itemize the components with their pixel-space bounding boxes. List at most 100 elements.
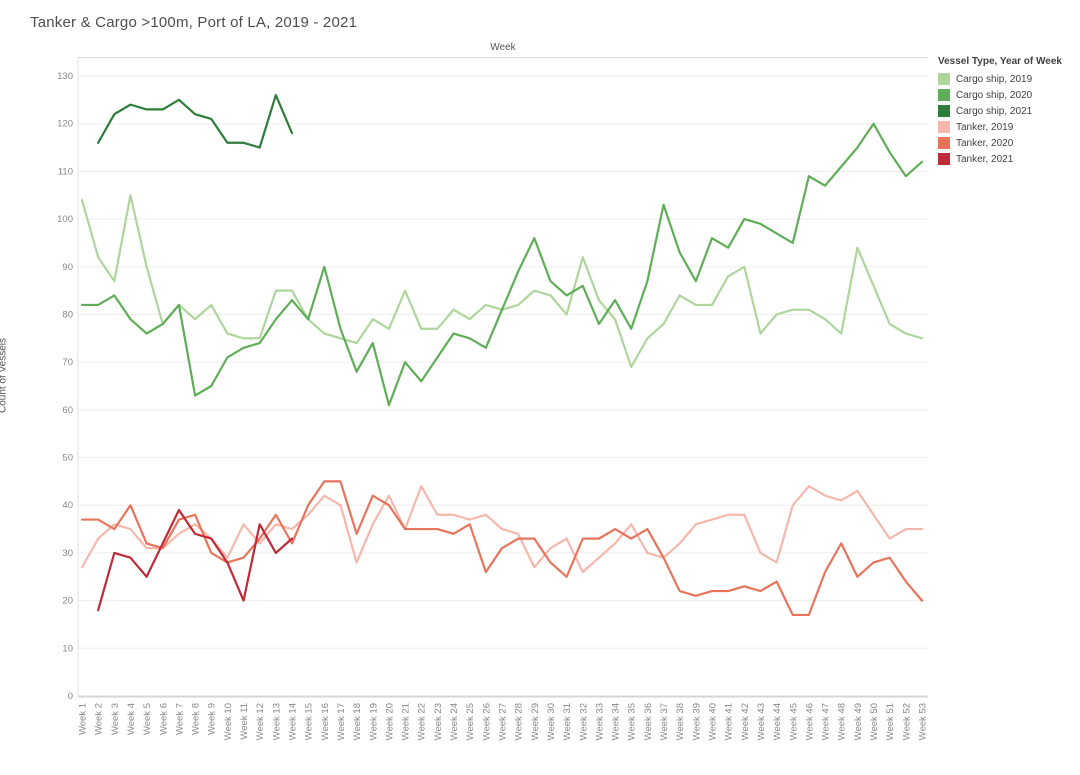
x-tick-label: Week 36 xyxy=(643,703,654,740)
y-tick-label: 30 xyxy=(62,548,73,559)
legend-item-tanker-2019[interactable]: Tanker, 2019 xyxy=(938,119,1078,135)
x-tick-label: Week 32 xyxy=(578,703,589,740)
x-tick-label: Week 50 xyxy=(869,703,880,740)
x-tick-label: Week 6 xyxy=(158,703,169,735)
legend-swatch-icon xyxy=(938,73,950,85)
x-tick-label: Week 52 xyxy=(901,703,912,740)
y-tick-label: 100 xyxy=(57,214,73,225)
x-tick-label: Week 12 xyxy=(255,703,266,740)
x-tick-label: Week 3 xyxy=(110,703,121,735)
x-tick-label: Week 48 xyxy=(837,703,848,740)
x-tick-label: Week 30 xyxy=(546,703,557,740)
x-tick-label: Week 51 xyxy=(885,703,896,740)
legend-swatch-icon xyxy=(938,89,950,101)
y-tick-label: 120 xyxy=(57,119,73,130)
y-tick-label: 20 xyxy=(62,596,73,607)
series-line-cargo-ship-2019[interactable] xyxy=(80,194,924,369)
y-tick-label: 70 xyxy=(62,357,73,368)
legend-item-label: Cargo ship, 2020 xyxy=(956,89,1033,101)
legend-item-label: Cargo ship, 2021 xyxy=(956,105,1033,117)
chart-title: Tanker & Cargo >100m, Port of LA, 2019 -… xyxy=(30,14,358,31)
x-tick-label: Week 43 xyxy=(756,703,767,740)
legend-item-label: Tanker, 2019 xyxy=(956,121,1014,133)
x-tick-label: Week 25 xyxy=(465,703,476,740)
x-tick-label: Week 21 xyxy=(401,703,412,740)
x-tick-label: Week 49 xyxy=(853,703,864,740)
x-tick-label: Week 7 xyxy=(174,703,185,735)
x-tick-label: Week 14 xyxy=(287,703,298,740)
legend-item-cargo-ship-2020[interactable]: Cargo ship, 2020 xyxy=(938,87,1078,103)
x-tick-label: Week 15 xyxy=(304,703,315,740)
x-tick-label: Week 5 xyxy=(142,703,153,735)
series-line-tanker-2019[interactable] xyxy=(80,485,924,574)
series-line-cargo-ship-2021[interactable] xyxy=(97,93,294,149)
x-tick-label: Week 17 xyxy=(336,703,347,740)
series-line-tanker-2020[interactable] xyxy=(80,480,924,617)
y-tick-label: 60 xyxy=(62,405,73,416)
x-tick-label: Week 23 xyxy=(433,703,444,740)
x-tick-label: Week 41 xyxy=(724,703,735,740)
legend-item-label: Cargo ship, 2019 xyxy=(956,73,1033,85)
legend-item-label: Tanker, 2020 xyxy=(956,137,1014,149)
x-tick-label: Week 27 xyxy=(497,703,508,740)
gridlines xyxy=(77,57,928,698)
x-tick-label: Week 8 xyxy=(191,703,202,735)
y-tick-label: 80 xyxy=(62,309,73,320)
legend-swatch-icon xyxy=(938,137,950,149)
x-tick-label: Week 2 xyxy=(94,703,105,735)
x-tick-label: Week 10 xyxy=(223,703,234,740)
y-tick-label: 110 xyxy=(58,166,73,177)
y-tick-label: 40 xyxy=(62,500,73,511)
x-tick-label: Week 16 xyxy=(320,703,331,740)
y-tick-label: 90 xyxy=(62,262,73,273)
x-tick-label: Week 46 xyxy=(804,703,815,740)
x-tick-label: Week 4 xyxy=(126,703,137,735)
x-tick-label: Week 26 xyxy=(481,703,492,740)
y-tick-label: 130 xyxy=(57,71,73,82)
x-tick-label: Week 44 xyxy=(772,703,783,740)
x-tick-label: Week 11 xyxy=(239,703,250,740)
legend-item-label: Tanker, 2021 xyxy=(956,153,1014,165)
x-tick-label: Week 53 xyxy=(917,703,928,740)
x-tick-label: Week 13 xyxy=(271,703,282,740)
legend-item-tanker-2021[interactable]: Tanker, 2021 xyxy=(938,151,1078,167)
line-series xyxy=(80,93,924,617)
y-tick-label: 10 xyxy=(62,643,73,654)
x-tick-label: Week 9 xyxy=(207,703,218,735)
x-tick-label: Week 28 xyxy=(514,703,525,740)
x-tick-label: Week 38 xyxy=(675,703,686,740)
y-tick-label: 50 xyxy=(62,453,73,464)
legend-item-cargo-ship-2019[interactable]: Cargo ship, 2019 xyxy=(938,71,1078,87)
legend-swatch-icon xyxy=(938,121,950,133)
x-tick-label: Week 20 xyxy=(384,703,395,740)
x-tick-label: Week 18 xyxy=(352,703,363,740)
legend-title: Vessel Type, Year of Week xyxy=(938,56,1062,67)
x-tick-label: Week 29 xyxy=(530,703,541,740)
series-line-cargo-ship-2020[interactable] xyxy=(80,122,924,407)
x-tick-label: Week 22 xyxy=(417,703,428,740)
x-tick-label: Week 31 xyxy=(562,703,573,740)
x-tick-label: Week 42 xyxy=(740,703,751,740)
axis-tick-labels: 0 10 20 30 40 50 60 70 80 90 100 110 120 130 Week 1 Wee… xyxy=(57,71,928,740)
x-tick-label: Week 1 xyxy=(78,703,89,735)
y-tick-label: 0 xyxy=(68,691,73,702)
x-tick-label: Week 34 xyxy=(611,703,622,740)
legend-swatch-icon xyxy=(938,153,950,165)
x-axis-title: Week xyxy=(490,42,516,53)
x-tick-label: Week 37 xyxy=(659,703,670,740)
legend-swatch-icon xyxy=(938,105,950,117)
x-tick-label: Week 24 xyxy=(449,703,460,740)
x-tick-label: Week 45 xyxy=(788,703,799,740)
legend-item-tanker-2020[interactable]: Tanker, 2020 xyxy=(938,135,1078,151)
legend-items: Cargo ship, 2019 Cargo ship, 2020 Cargo sh… xyxy=(938,71,1078,167)
series-line-tanker-2021[interactable] xyxy=(97,508,294,612)
x-tick-label: Week 47 xyxy=(821,703,832,740)
x-tick-label: Week 35 xyxy=(627,703,638,740)
x-tick-label: Week 19 xyxy=(368,703,379,740)
x-tick-label: Week 33 xyxy=(594,703,605,740)
legend-item-cargo-ship-2021[interactable]: Cargo ship, 2021 xyxy=(938,103,1078,119)
legend: Vessel Type, Year of Week Cargo ship, 20… xyxy=(938,56,1078,167)
x-tick-label: Week 40 xyxy=(707,703,718,740)
